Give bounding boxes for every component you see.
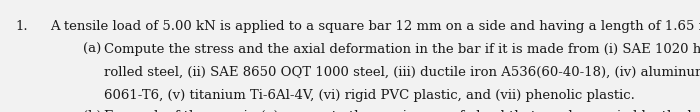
Text: Compute the stress and the axial deformation in the bar if it is made from (i) S: Compute the stress and the axial deforma…	[104, 43, 700, 56]
Text: A tensile load of 5.00 kN is applied to a square bar 12 mm on a side and having : A tensile load of 5.00 kN is applied to …	[50, 20, 700, 33]
Text: rolled steel, (ii) SAE 8650 OQT 1000 steel, (iii) ductile iron A536(60-40-18), (: rolled steel, (ii) SAE 8650 OQT 1000 ste…	[104, 66, 700, 79]
Text: (a): (a)	[83, 43, 101, 56]
Text: (b): (b)	[83, 110, 102, 112]
Text: For each of the case in (a), compute the maximum safe load that can be carried b: For each of the case in (a), compute the…	[104, 110, 700, 112]
Text: 1.: 1.	[15, 20, 28, 33]
Text: 6061-T6, (v) titanium Ti-6Al-4V, (vi) rigid PVC plastic, and (vii) phenolic plas: 6061-T6, (v) titanium Ti-6Al-4V, (vi) ri…	[104, 89, 634, 102]
